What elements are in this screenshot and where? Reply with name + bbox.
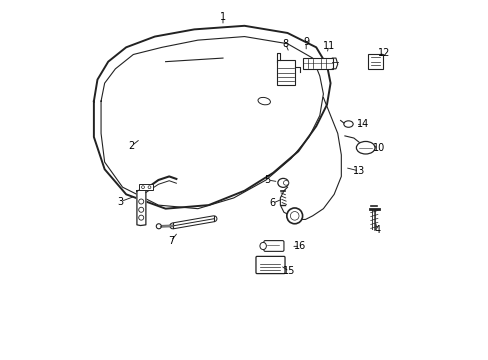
Text: 15: 15	[283, 266, 295, 276]
Circle shape	[156, 224, 161, 229]
Text: 10: 10	[372, 143, 385, 153]
Ellipse shape	[260, 242, 266, 249]
Ellipse shape	[356, 141, 374, 154]
Circle shape	[139, 207, 143, 212]
FancyBboxPatch shape	[276, 60, 294, 85]
Text: 14: 14	[356, 120, 368, 129]
Polygon shape	[94, 26, 330, 209]
Text: 3: 3	[118, 197, 123, 207]
Text: 1: 1	[220, 12, 225, 22]
Ellipse shape	[283, 180, 288, 185]
Circle shape	[139, 215, 143, 220]
Polygon shape	[137, 189, 145, 226]
FancyBboxPatch shape	[139, 184, 153, 190]
Text: 16: 16	[293, 241, 305, 251]
Text: 6: 6	[269, 198, 275, 208]
Text: 12: 12	[377, 48, 390, 58]
FancyBboxPatch shape	[367, 54, 383, 69]
Text: 8: 8	[282, 39, 288, 49]
Text: 5: 5	[264, 175, 270, 185]
Ellipse shape	[343, 121, 352, 127]
FancyBboxPatch shape	[264, 240, 284, 251]
Text: 13: 13	[352, 166, 365, 176]
Text: 4: 4	[373, 225, 380, 235]
Text: 9: 9	[303, 37, 308, 47]
Text: 2: 2	[128, 141, 134, 151]
Circle shape	[139, 199, 143, 204]
Text: 7: 7	[167, 236, 174, 246]
FancyBboxPatch shape	[255, 256, 285, 274]
Ellipse shape	[277, 179, 288, 187]
Circle shape	[286, 208, 302, 224]
FancyBboxPatch shape	[302, 58, 332, 69]
Text: 11: 11	[322, 41, 334, 50]
